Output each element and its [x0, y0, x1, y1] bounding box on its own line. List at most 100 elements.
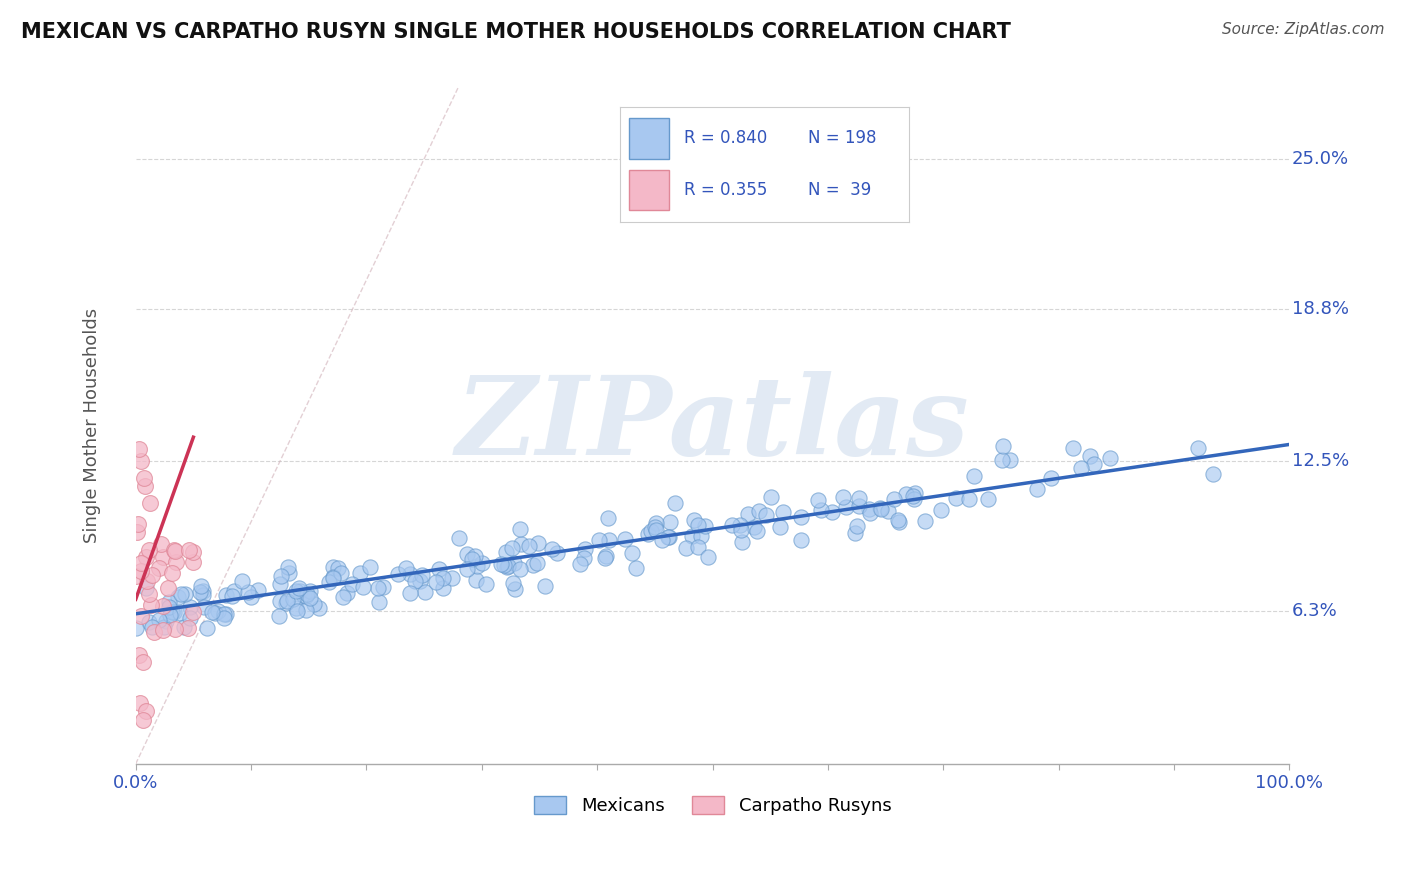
Point	[624, 561, 647, 575]
Point	[903, 489, 925, 503]
Point	[193, 600, 215, 615]
Point	[810, 503, 832, 517]
Point	[236, 584, 259, 599]
Point	[728, 517, 751, 532]
Point	[165, 555, 187, 569]
Point	[277, 560, 299, 574]
Point	[501, 541, 523, 555]
Point	[157, 595, 180, 609]
Point	[689, 529, 711, 543]
Point	[464, 574, 486, 588]
Point	[409, 574, 432, 588]
Point	[991, 439, 1014, 453]
Point	[221, 589, 243, 603]
Point	[270, 569, 292, 583]
Point	[534, 579, 557, 593]
Point	[651, 533, 673, 547]
Point	[181, 555, 204, 569]
Point	[135, 704, 157, 718]
Point	[160, 605, 183, 619]
Point	[332, 590, 354, 604]
Point	[588, 533, 610, 547]
Point	[657, 530, 679, 544]
Legend: Mexicans, Carpatho Rusyns: Mexicans, Carpatho Rusyns	[527, 789, 898, 822]
Point	[404, 574, 426, 589]
Point	[193, 588, 215, 602]
Point	[546, 546, 568, 560]
Point	[138, 495, 160, 509]
Point	[870, 502, 893, 516]
Point	[148, 613, 170, 627]
Point	[367, 581, 389, 595]
Point	[957, 491, 980, 506]
Point	[614, 532, 637, 546]
Point	[138, 543, 160, 558]
Point	[688, 518, 710, 533]
Point	[976, 492, 998, 507]
Point	[141, 567, 163, 582]
Point	[129, 609, 152, 624]
Point	[574, 542, 596, 557]
Point	[904, 485, 927, 500]
Point	[204, 606, 226, 620]
Point	[730, 524, 752, 538]
Point	[517, 539, 540, 553]
Point	[686, 540, 709, 554]
Point	[179, 599, 201, 614]
Point	[163, 605, 186, 619]
Point	[644, 523, 666, 537]
Point	[848, 491, 870, 506]
Point	[295, 586, 318, 600]
Point	[131, 556, 153, 570]
Point	[276, 596, 298, 610]
Point	[427, 562, 450, 576]
Point	[138, 615, 160, 629]
Point	[858, 502, 880, 516]
Point	[163, 622, 186, 636]
Point	[489, 558, 512, 572]
Text: 25.0%: 25.0%	[1292, 150, 1348, 168]
Point	[471, 557, 494, 571]
Point	[682, 513, 704, 527]
Point	[807, 493, 830, 508]
Point	[526, 556, 548, 570]
Point	[148, 561, 170, 575]
Text: 12.5%: 12.5%	[1292, 452, 1348, 470]
Point	[231, 574, 253, 588]
Point	[125, 621, 148, 635]
Point	[283, 591, 305, 606]
Point	[156, 581, 179, 595]
Point	[152, 550, 174, 565]
Point	[181, 605, 204, 619]
Point	[945, 491, 967, 505]
Point	[425, 574, 447, 589]
Point	[1202, 467, 1225, 481]
Point	[215, 607, 238, 621]
Point	[131, 454, 153, 468]
Point	[664, 496, 686, 510]
Point	[128, 442, 150, 457]
Point	[129, 696, 152, 710]
Point	[302, 597, 325, 611]
Point	[143, 624, 166, 639]
Point	[772, 505, 794, 519]
Point	[169, 607, 191, 621]
Point	[135, 549, 157, 564]
Point	[326, 561, 349, 575]
Point	[475, 577, 498, 591]
Point	[152, 619, 174, 633]
Point	[352, 581, 374, 595]
Point	[159, 608, 181, 623]
Point	[991, 452, 1014, 467]
Point	[598, 533, 620, 548]
Point	[127, 525, 149, 540]
Point	[1026, 482, 1049, 496]
Point	[441, 571, 464, 585]
Point	[163, 542, 186, 557]
Point	[821, 505, 844, 519]
Point	[240, 591, 263, 605]
Point	[496, 560, 519, 574]
Point	[432, 571, 454, 585]
Point	[368, 595, 391, 609]
Point	[858, 507, 880, 521]
